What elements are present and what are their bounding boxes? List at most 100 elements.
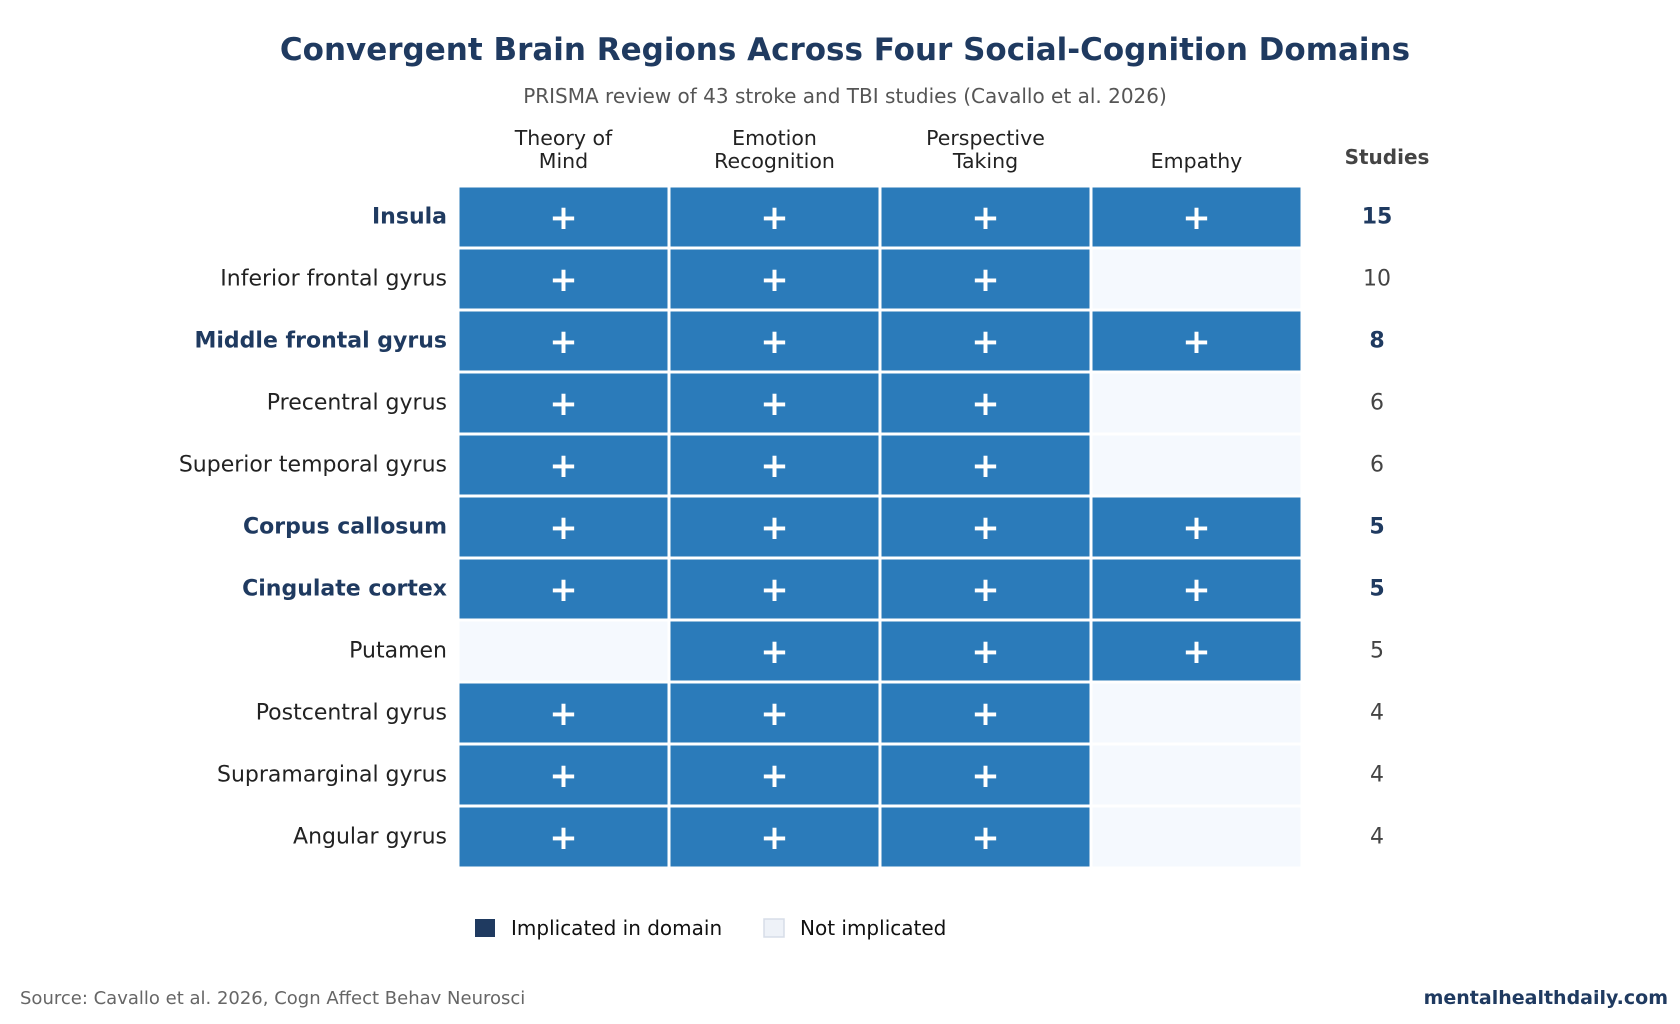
cell-implicated: [878, 432, 1093, 498]
cell-implicated: [878, 308, 1093, 374]
cell-implicated: [878, 804, 1093, 870]
cell-plus-marker: +: [549, 694, 578, 734]
row-label: Postcentral gyrus: [256, 701, 447, 726]
row-label: Supramarginal gyrus: [217, 763, 447, 788]
study-count: 5: [1369, 515, 1384, 540]
cell-plus-marker: +: [1182, 508, 1211, 548]
cell-plus-marker: +: [549, 198, 578, 238]
cell-implicated: [456, 680, 671, 746]
chart-title: Convergent Brain Regions Across Four Soc…: [280, 32, 1410, 68]
study-count: 8: [1369, 329, 1384, 354]
cell-plus-marker: +: [971, 694, 1000, 734]
column-label: Perspective: [926, 126, 1045, 150]
cell-implicated: [1089, 494, 1304, 560]
cell-implicated: [456, 184, 671, 250]
study-count: 4: [1370, 701, 1384, 726]
cell-implicated: [667, 184, 882, 250]
chart-subtitle: PRISMA review of 43 stroke and TBI studi…: [523, 84, 1167, 108]
cell-plus-marker: +: [549, 384, 578, 424]
legend-swatch: [763, 918, 785, 938]
study-count: 5: [1369, 577, 1384, 602]
study-count: 4: [1370, 763, 1384, 788]
cell-plus-marker: +: [971, 818, 1000, 858]
cell-plus-marker: +: [760, 632, 789, 672]
study-count: 15: [1362, 205, 1393, 230]
column-label: Theory of: [514, 126, 613, 150]
cell-implicated: [878, 618, 1093, 684]
cell-implicated: [1089, 308, 1304, 374]
cell-plus-marker: +: [971, 756, 1000, 796]
cell-not-implicated: [1089, 742, 1304, 808]
cell-plus-marker: +: [760, 260, 789, 300]
row-label: Corpus callosum: [243, 515, 447, 540]
cell-implicated: [456, 308, 671, 374]
study-count: 6: [1370, 391, 1384, 416]
cell-plus-marker: +: [971, 632, 1000, 672]
cell-not-implicated: [1089, 370, 1304, 436]
source-note: Source: Cavallo et al. 2026, Cogn Affect…: [20, 988, 525, 1009]
cell-plus-marker: +: [971, 570, 1000, 610]
cell-plus-marker: +: [971, 384, 1000, 424]
cell-plus-marker: +: [971, 260, 1000, 300]
row-label: Angular gyrus: [293, 825, 447, 850]
study-count: 5: [1370, 639, 1384, 664]
cell-not-implicated: [456, 618, 671, 684]
row-label: Cingulate cortex: [242, 577, 447, 602]
cell-plus-marker: +: [760, 694, 789, 734]
cell-plus-marker: +: [760, 570, 789, 610]
brand-label: mentalhealthdaily.com: [1424, 987, 1668, 1009]
cell-implicated: [456, 556, 671, 622]
legend-label: Not implicated: [800, 916, 946, 940]
cell-plus-marker: +: [549, 756, 578, 796]
row-label: Inferior frontal gyrus: [220, 267, 447, 292]
study-count: 10: [1363, 267, 1391, 292]
cell-plus-marker: +: [971, 198, 1000, 238]
cell-plus-marker: +: [1182, 570, 1211, 610]
column-label: Taking: [952, 149, 1018, 173]
cell-plus-marker: +: [1182, 198, 1211, 238]
row-label: Middle frontal gyrus: [194, 329, 447, 354]
cell-plus-marker: +: [1182, 322, 1211, 362]
column-label: Empathy: [1151, 149, 1243, 173]
row-label: Putamen: [349, 639, 447, 664]
study-count: 6: [1370, 453, 1384, 478]
cell-plus-marker: +: [549, 570, 578, 610]
row-label: Insula: [372, 205, 447, 230]
heatmap-grid: + + + + Insula 15 + + + Inferior frontal gyrus 10 +…: [179, 184, 1393, 870]
row-label: Superior temporal gyrus: [179, 453, 447, 478]
cell-plus-marker: +: [760, 756, 789, 796]
cell-implicated: [456, 804, 671, 870]
cell-not-implicated: [1089, 680, 1304, 746]
cell-plus-marker: +: [760, 818, 789, 858]
study-count: 4: [1370, 825, 1384, 850]
legend-label: Implicated in domain: [511, 916, 722, 940]
cell-implicated: [1089, 184, 1304, 250]
column-label: Mind: [539, 149, 588, 173]
cell-implicated: [878, 370, 1093, 436]
cell-plus-marker: +: [971, 322, 1000, 362]
column-label: Recognition: [714, 149, 835, 173]
cell-plus-marker: +: [760, 508, 789, 548]
cell-plus-marker: +: [549, 446, 578, 486]
cell-plus-marker: +: [760, 384, 789, 424]
cell-not-implicated: [1089, 432, 1304, 498]
cell-implicated: [667, 556, 882, 622]
column-label: Emotion: [732, 126, 817, 150]
legend: Implicated in domain Not implicated: [475, 916, 946, 940]
cell-plus-marker: +: [549, 322, 578, 362]
legend-swatch: [475, 919, 495, 937]
cell-implicated: [667, 494, 882, 560]
cell-not-implicated: [1089, 246, 1304, 312]
cell-plus-marker: +: [760, 198, 789, 238]
cell-implicated: [456, 370, 671, 436]
cell-implicated: [667, 246, 882, 312]
cell-implicated: [878, 494, 1093, 560]
cell-plus-marker: +: [549, 260, 578, 300]
cell-implicated: [878, 680, 1093, 746]
cell-plus-marker: +: [971, 446, 1000, 486]
cell-plus-marker: +: [760, 446, 789, 486]
cell-implicated: [667, 804, 882, 870]
cell-plus-marker: +: [760, 322, 789, 362]
